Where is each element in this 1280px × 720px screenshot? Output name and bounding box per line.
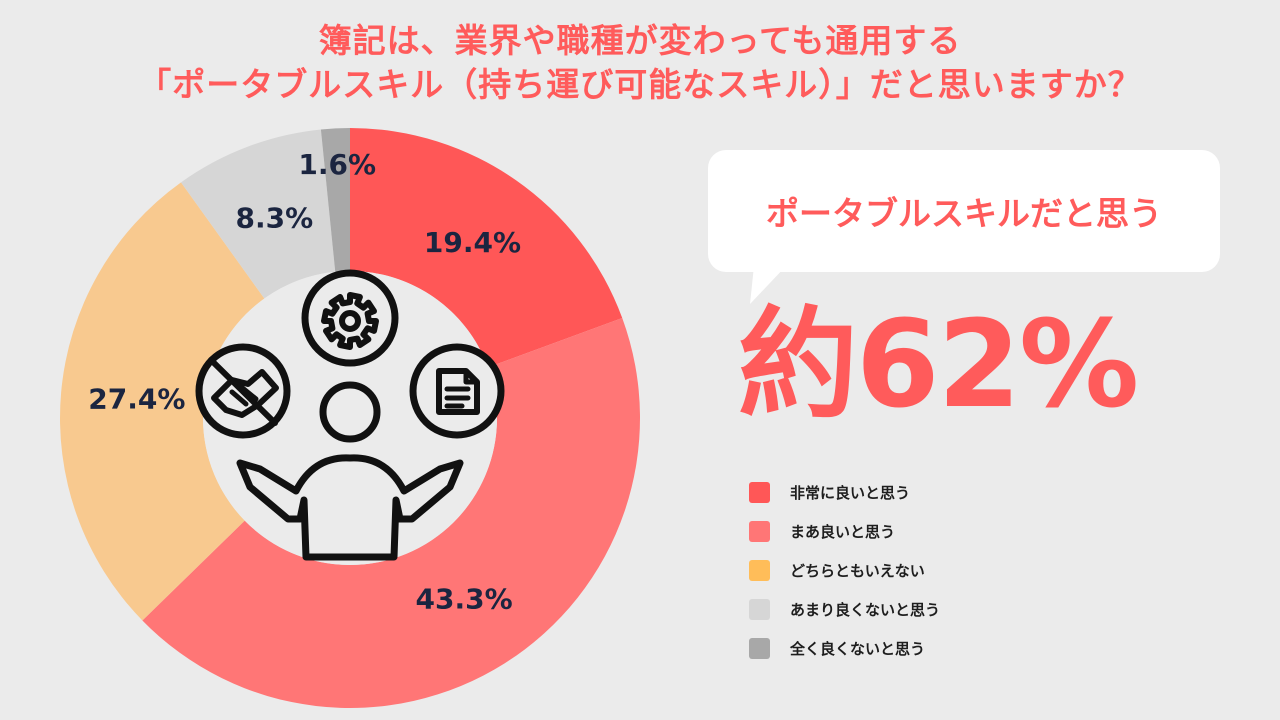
chart-legend: 非常に良いと思う まあ良いと思うどちらともいえない あまり良くないと思う 全く良くない… <box>749 481 941 677</box>
donut-slice-1 <box>350 128 623 368</box>
chart-title-line1: 簿記は、業界や職種が変わっても通用する <box>318 21 962 60</box>
chart-title-line2: 「ポータブルスキル（持ち運び可能なスキル）」だと思いますか？ <box>138 65 1142 104</box>
slice-label-4: 8.3% <box>236 201 314 234</box>
callout-label: ポータブルスキルだと思う <box>766 194 1162 233</box>
donut-slice-2 <box>142 318 641 709</box>
gear-icon <box>301 269 399 367</box>
legend-item-4: あまり良くないと思う <box>749 598 941 620</box>
donut-slice-3 <box>59 182 265 621</box>
person-shrug-icon <box>236 381 464 561</box>
legend-item-2: まあ良いと思う <box>749 520 940 542</box>
donut-slice-5 <box>320 128 350 272</box>
legend-swatch <box>749 520 770 542</box>
donut-chart: 19.4% 43.3% 27.4% 8.3% 1.6% <box>59 128 641 709</box>
legend-item-3: どちらともいえない <box>749 559 940 581</box>
career-skills-illustration <box>195 269 505 561</box>
legend-swatch <box>749 598 770 620</box>
legend-swatch <box>749 481 770 503</box>
legend-label: まあ良いと思う <box>790 522 896 541</box>
slice-label-3: 27.4% <box>88 383 185 416</box>
legend-label: 全く良くないと思う <box>790 639 926 658</box>
callout-value: 約62% <box>738 296 1139 435</box>
slice-label-2: 43.3% <box>416 583 513 616</box>
handshake-icon <box>195 343 291 439</box>
callout-bubble-tail <box>750 266 786 304</box>
slice-label-1: 19.4% <box>424 226 521 259</box>
legend-label: 非常に良いと思う <box>790 483 911 502</box>
legend-item-1: 非常に良いと思う <box>749 481 940 503</box>
donut-slice-4 <box>181 129 336 299</box>
legend-item-5: 全く良くないと思う <box>749 637 940 659</box>
callout-bubble <box>708 150 1220 272</box>
legend-label: どちらともいえない <box>790 561 925 580</box>
document-icon <box>409 343 505 439</box>
legend-label: あまり良くないと思う <box>790 600 941 619</box>
slice-label-5: 1.6% <box>298 148 376 181</box>
legend-swatch <box>749 637 770 659</box>
legend-swatch <box>749 559 770 581</box>
